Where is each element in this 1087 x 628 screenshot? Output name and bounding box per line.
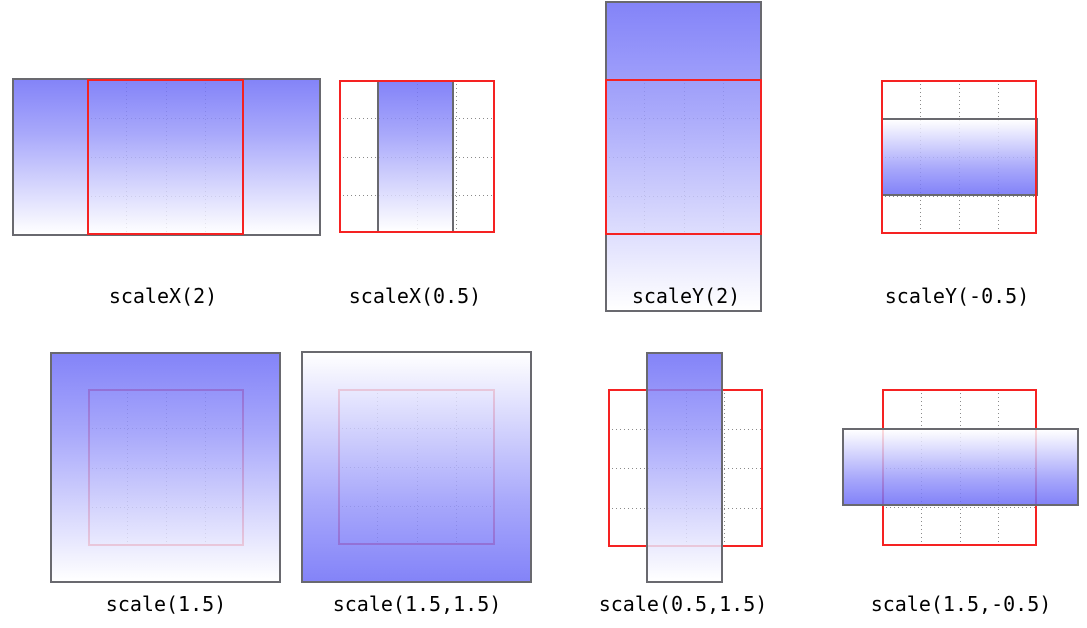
grid-line-horizontal: [881, 195, 1037, 197]
scaled-box: [842, 428, 1079, 506]
transform-label: scaleX(2): [108, 284, 218, 308]
transform-label: scale(0.5,1.5): [598, 592, 768, 616]
reference-outline: [87, 79, 244, 235]
transform-label: scaleX(0.5): [348, 284, 482, 308]
scaled-box: [881, 118, 1038, 196]
transform-label: scale(1.5): [105, 592, 227, 616]
scaled-box: [50, 352, 281, 583]
scaled-box: [605, 1, 762, 312]
reference-outline: [605, 79, 762, 235]
grid-line-horizontal: [882, 506, 1037, 508]
scaled-box: [646, 352, 723, 583]
scaled-box: [301, 351, 532, 583]
transform-label: scaleY(-0.5): [884, 284, 1030, 308]
transform-label: scale(1.5,1.5): [332, 592, 502, 616]
reference-outline: [339, 80, 495, 233]
transform-label: scaleY(2): [631, 284, 741, 308]
reference-outline: [881, 80, 1037, 234]
transform-label: scale(1.5,-0.5): [870, 592, 1052, 616]
